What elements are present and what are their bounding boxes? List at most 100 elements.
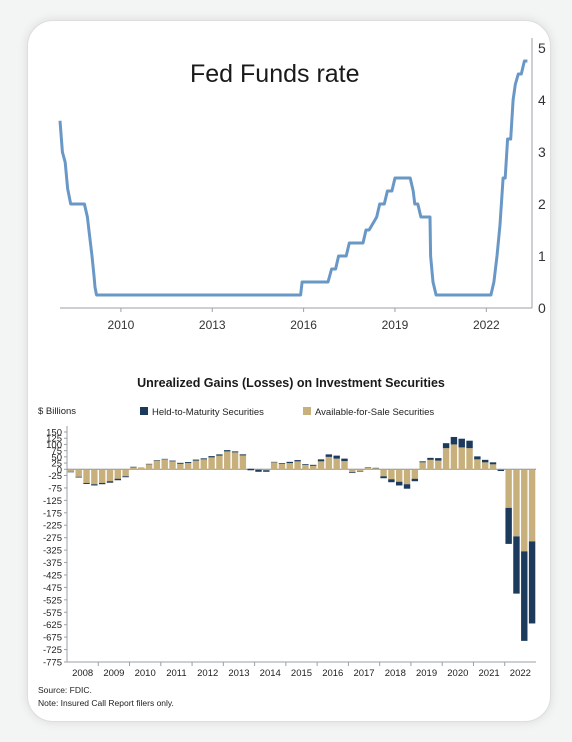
bar-afs — [255, 469, 262, 470]
bar-afs — [75, 469, 82, 477]
bar-afs — [177, 463, 184, 470]
bar-htm — [403, 484, 411, 489]
bar-afs — [521, 469, 528, 552]
bar-htm — [388, 479, 395, 483]
legend-swatch-htm — [140, 407, 148, 415]
bar-afs — [153, 460, 161, 470]
bar-afs — [278, 463, 286, 470]
bar-htm — [161, 458, 168, 460]
gl-x-tick-label: 2021 — [479, 668, 500, 679]
gl-y-tick-label: -425 — [43, 570, 62, 581]
bar-htm — [184, 462, 192, 464]
bar-htm — [489, 462, 497, 465]
bar-htm — [75, 476, 82, 478]
bar-afs — [231, 452, 239, 470]
bar-htm — [169, 460, 176, 462]
fed-x-tick-label: 2019 — [382, 318, 409, 332]
bar-htm — [481, 459, 489, 463]
bar-htm — [145, 463, 153, 465]
bar-htm — [396, 481, 403, 486]
bar-htm — [497, 469, 505, 472]
gl-x-tick-label: 2008 — [72, 668, 93, 679]
fed-y-ticks: 0 1 2 3 4 5 — [538, 40, 546, 316]
gl-y-tick-label: -225 — [43, 521, 62, 532]
bar-htm — [278, 463, 286, 464]
bar-htm — [67, 471, 75, 473]
legend-swatch-afs — [303, 407, 311, 415]
legend: Held-to-Maturity Securities Available-fo… — [140, 407, 434, 418]
bar-afs — [528, 469, 536, 542]
bar-htm — [153, 460, 161, 461]
fed-y-tick-label: 4 — [538, 92, 546, 108]
fed-y-tick-label: 0 — [538, 300, 546, 316]
bar-htm — [114, 478, 122, 481]
gl-y-tick-label: -375 — [43, 558, 62, 569]
fed-y-tick-label: 2 — [538, 196, 546, 212]
bar-afs — [98, 469, 106, 483]
fed-x-tick-label: 2016 — [290, 318, 317, 332]
bar-afs — [458, 447, 465, 470]
bar-htm — [294, 460, 301, 462]
bar-afs — [364, 467, 372, 470]
bar-afs — [208, 457, 215, 470]
gl-x-tick-label: 2010 — [135, 668, 156, 679]
bar-htm — [372, 467, 379, 469]
bar-htm — [177, 462, 184, 464]
bar-afs — [388, 469, 395, 480]
bar-afs — [114, 469, 122, 479]
gl-y-tick-label: 100 — [46, 440, 62, 451]
bar-htm — [419, 461, 426, 463]
bar-htm — [130, 466, 137, 468]
bar-htm — [122, 476, 129, 478]
bar-afs — [427, 459, 434, 470]
chart-card — [27, 20, 551, 722]
bar-afs — [184, 463, 192, 470]
bar-afs — [67, 469, 75, 472]
gl-y-tick-label: -675 — [43, 633, 62, 644]
bar-htm — [505, 507, 512, 544]
gl-x-tick-label: 2017 — [353, 668, 374, 679]
bar-afs — [403, 469, 411, 485]
bar-afs — [380, 469, 387, 477]
gl-y-tick-label: 150 — [46, 428, 62, 439]
fed-x-tick-label: 2010 — [108, 318, 135, 332]
bar-htm — [450, 436, 458, 445]
bar-htm — [83, 482, 90, 484]
source-note: Source: FDIC. — [38, 685, 92, 695]
gl-x-tick-label: 2016 — [322, 668, 343, 679]
bar-htm — [192, 459, 200, 461]
bar-afs — [145, 464, 153, 470]
gl-x-tick-label: 2015 — [291, 668, 312, 679]
bar-afs — [224, 451, 231, 470]
bar-htm — [302, 464, 309, 465]
bar-htm — [333, 455, 340, 459]
bar-afs — [106, 469, 114, 482]
gl-x-tick-label: 2019 — [416, 668, 437, 679]
bar-htm — [208, 456, 215, 458]
gl-x-tick-label: 2011 — [166, 668, 186, 679]
bar-afs — [356, 469, 364, 472]
bar-afs — [349, 469, 356, 473]
gl-x-ticks: 2008 2009 2010 2011 2012 2013 2014 2015 2016 2017… — [72, 662, 531, 679]
bar-htm — [380, 476, 387, 479]
bar-afs — [317, 461, 325, 470]
bar-htm — [263, 470, 270, 472]
bar-afs — [239, 454, 247, 470]
bar-afs — [442, 448, 450, 470]
y-unit-label: $ Billions — [38, 406, 76, 417]
gl-y-tick-label: -475 — [43, 583, 62, 594]
fed-y-tick-label: 5 — [538, 40, 546, 56]
fed-x-ticks: 2010 2013 2016 2019 2022 — [108, 308, 500, 332]
bar-afs — [466, 448, 473, 470]
bar-htm — [458, 438, 465, 448]
bar-htm — [255, 469, 262, 472]
gl-y-tick-label: -125 — [43, 496, 62, 507]
bar-afs — [489, 464, 497, 470]
fed-y-tick-label: 1 — [538, 248, 546, 264]
bar-htm — [286, 461, 293, 464]
bar-htm — [325, 454, 333, 457]
fed-funds-series-line — [58, 59, 528, 297]
